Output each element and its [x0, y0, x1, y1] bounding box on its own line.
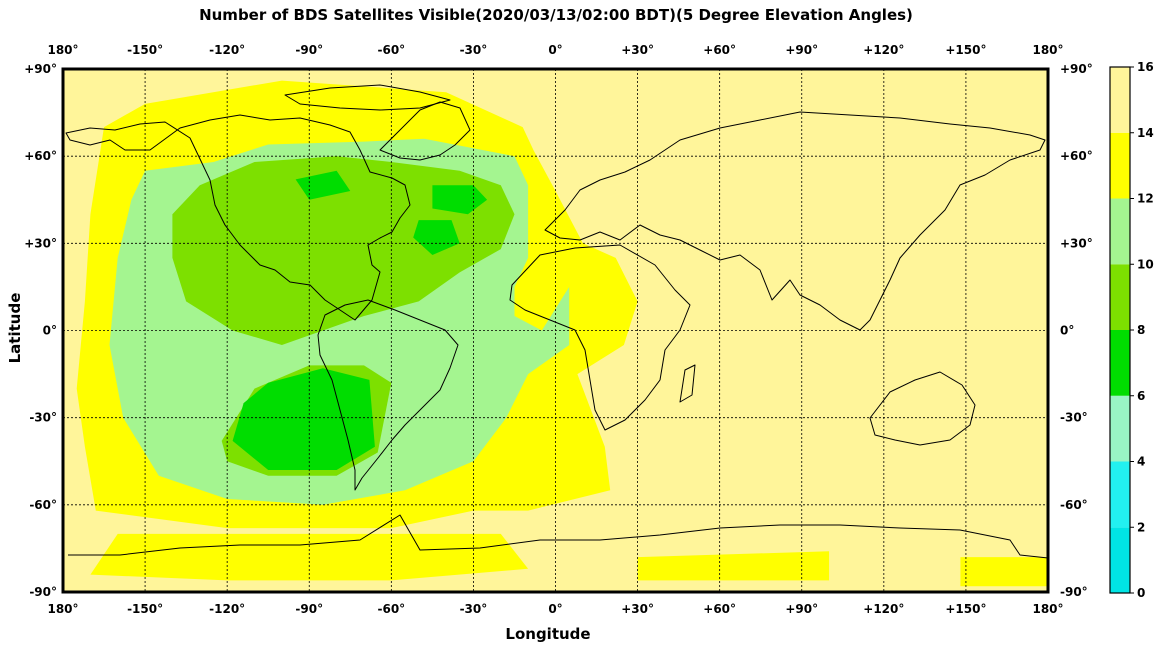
x-tick-label-top: -120°	[209, 43, 245, 57]
x-tick-label-bottom: -150°	[127, 602, 163, 616]
y-tick-label-right: +90°	[1060, 62, 1093, 76]
y-tick-label-right: +30°	[1060, 236, 1093, 250]
x-tick-label-bottom: -60°	[377, 602, 405, 616]
plot-frame	[61, 67, 1050, 594]
y-tick-labels-left: +90° +60° +30° 0° -30° -60° -90°	[24, 62, 57, 599]
colorbar-band	[1110, 264, 1130, 330]
colorbar-band	[1110, 67, 1130, 133]
x-tick-label-bottom: +60°	[703, 602, 736, 616]
x-tick-label-bottom: +120°	[863, 602, 904, 616]
colorbar-tick-label: 16	[1137, 60, 1154, 74]
x-tick-label-bottom: -120°	[209, 602, 245, 616]
coastlines	[65, 84, 1049, 559]
colorbar-tick-label: 14	[1137, 126, 1154, 140]
colorbar-tick-label: 12	[1137, 192, 1154, 206]
y-tick-label-left: -30°	[29, 411, 57, 425]
region-level-7-10	[413, 220, 460, 255]
region-level-13-4	[960, 557, 1048, 587]
colorbar-tick-label: 10	[1137, 257, 1154, 271]
x-tick-label-bottom: 180°	[47, 602, 78, 616]
x-tick-labels-top: 180° -150° -120° -90° -60° -30° 0° +30° +60° +90°…	[47, 43, 1063, 57]
region-level-13-3	[637, 551, 830, 581]
y-tick-label-left: +30°	[24, 236, 57, 250]
colorbar-band	[1110, 330, 1130, 396]
x-tick-label-bottom: +30°	[621, 602, 654, 616]
x-tick-label-bottom: +150°	[945, 602, 986, 616]
y-tick-label-left: +90°	[24, 62, 57, 76]
x-tick-label-top: 180°	[47, 43, 78, 57]
colorbar: 0 2 4 6 8 10 12 14 16	[1109, 60, 1154, 600]
colorbar-band	[1110, 527, 1130, 593]
y-tick-label-right: +60°	[1060, 149, 1093, 163]
x-tick-label-top: +120°	[863, 43, 904, 57]
x-tick-label-top: -90°	[295, 43, 323, 57]
colorbar-band	[1110, 461, 1130, 528]
chart-title: Number of BDS Satellites Visible(2020/03…	[199, 6, 913, 24]
x-tick-label-bottom: -90°	[295, 602, 323, 616]
region-level-7-9	[432, 185, 488, 215]
colorbar-tick-label: 2	[1137, 520, 1145, 534]
x-tick-label-top: -60°	[377, 43, 405, 57]
y-tick-label-left: +60°	[24, 149, 57, 163]
y-tick-label-right: 0°	[1060, 324, 1074, 338]
y-tick-label-left: -60°	[29, 498, 57, 512]
x-tick-label-top: -30°	[460, 43, 488, 57]
x-tick-label-top: +60°	[703, 43, 736, 57]
y-tick-label-left: 0°	[43, 324, 57, 338]
x-tick-label-bottom: +90°	[785, 602, 818, 616]
colorbar-tick-label: 4	[1137, 455, 1145, 469]
x-tick-label-top: -150°	[127, 43, 163, 57]
colorbar-tick-label: 6	[1137, 389, 1145, 403]
x-tick-label-top: +90°	[785, 43, 818, 57]
y-tick-label-right: -30°	[1060, 411, 1088, 425]
y-tick-label-left: -90°	[29, 585, 57, 599]
region-level-7-8	[232, 368, 375, 470]
x-tick-label-top: +30°	[621, 43, 654, 57]
x-tick-label-top: +150°	[945, 43, 986, 57]
y-tick-label-right: -60°	[1060, 498, 1088, 512]
colorbar-band	[1110, 132, 1130, 199]
colorbar-tick-label: 8	[1137, 323, 1145, 337]
y-tick-labels-right: +90° +60° +30° 0° -30° -60° -90°	[1060, 62, 1093, 599]
x-tick-label-top: 0°	[548, 43, 562, 57]
x-tick-label-bottom: 180°	[1032, 602, 1063, 616]
colorbar-band	[1110, 395, 1130, 462]
grid-lines	[63, 69, 1048, 592]
y-axis-label: Latitude	[6, 293, 24, 364]
region-level-9-6	[172, 156, 515, 345]
y-tick-label-right: -90°	[1060, 585, 1088, 599]
x-axis-label: Longitude	[505, 625, 590, 643]
x-tick-labels-bottom: 180° -150° -120° -90° -60° -30° 0° +30° +60° +90°…	[47, 602, 1063, 616]
colorbar-tick-label: 0	[1137, 586, 1145, 600]
colorbar-band	[1110, 198, 1130, 265]
x-tick-label-bottom: 0°	[548, 602, 562, 616]
x-tick-label-bottom: -30°	[460, 602, 488, 616]
x-tick-label-top: 180°	[1032, 43, 1063, 57]
